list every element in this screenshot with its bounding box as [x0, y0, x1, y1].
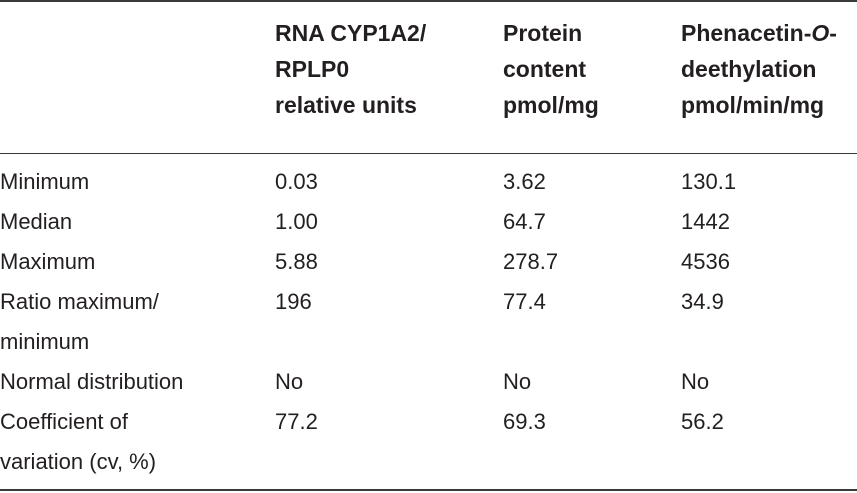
- header-text: -: [829, 20, 837, 46]
- table-cell: 69.3: [503, 409, 546, 434]
- row-label-line: minimum: [0, 329, 90, 354]
- table-row: Minimum 0.03 3.62 130.1: [0, 162, 851, 202]
- table-cell: 1442: [681, 209, 730, 234]
- row-label: Ratio maximum/minimum: [0, 282, 275, 362]
- column-header-line: deethylation: [681, 56, 817, 82]
- column-header-line: RPLP0: [275, 56, 350, 82]
- table-row: Ratio maximum/minimum 196 77.4 34.9: [0, 282, 851, 362]
- column-header-line: content: [503, 56, 587, 82]
- table-row: Median 1.00 64.7 1442: [0, 202, 851, 242]
- row-label-line: Minimum: [0, 169, 90, 194]
- table-cell: No: [275, 369, 304, 394]
- column-header-line: relative units: [275, 92, 417, 118]
- table-cell: 1.00: [275, 209, 318, 234]
- table-cell: 196: [275, 289, 312, 314]
- row-label-line: variation (cv, %): [0, 449, 157, 474]
- table-cell: 56.2: [681, 409, 724, 434]
- row-label: Maximum: [0, 242, 275, 282]
- column-header-rna: RNA CYP1A2/ RPLP0 relative units: [275, 15, 426, 123]
- table-top-rule: [0, 0, 857, 2]
- table-row: Coefficient of variation (cv, %) 77.2 69.3 5…: [0, 402, 851, 482]
- header-italic-text: O: [811, 20, 830, 46]
- table-cell: 3.62: [503, 169, 546, 194]
- table-cell: No: [681, 369, 710, 394]
- column-header-protein: Protein content pmol/mg: [503, 15, 599, 123]
- header-divider-rule: [0, 153, 857, 154]
- header-text: Phenacetin-: [681, 20, 812, 46]
- table-bottom-rule: [0, 489, 857, 491]
- column-header-phenacetin: Phenacetin-O- deethylation pmol/min/mg: [681, 15, 837, 123]
- table-cell: 5.88: [275, 249, 318, 274]
- column-header-line: RNA CYP1A2/: [275, 20, 427, 46]
- data-table: Minimum 0.03 3.62 130.1 Median 1.00 64.7 1442 Ma…: [0, 162, 851, 482]
- row-label: Coefficient of variation (cv, %): [0, 402, 275, 482]
- row-label: Median: [0, 202, 275, 242]
- table-cell: 77.2: [275, 409, 318, 434]
- row-label-line: Median: [0, 209, 73, 234]
- table-cell: 64.7: [503, 209, 546, 234]
- table-cell: 4536: [681, 249, 730, 274]
- row-label: Normal distribution: [0, 362, 275, 402]
- column-header-line: Phenacetin-O-: [681, 15, 837, 51]
- row-label-line: Maximum: [0, 249, 96, 274]
- table-cell: 278.7: [503, 249, 559, 274]
- column-header-line: pmol/min/mg: [681, 92, 825, 118]
- table-cell: 0.03: [275, 169, 318, 194]
- row-label-line: Normal distribution: [0, 369, 184, 394]
- column-header-line: pmol/mg: [503, 92, 599, 118]
- table-body: Minimum 0.03 3.62 130.1 Median 1.00 64.7 1442 Ma…: [0, 162, 851, 482]
- row-label: Minimum: [0, 162, 275, 202]
- table-cell: 130.1: [681, 169, 737, 194]
- table-cell: No: [503, 369, 532, 394]
- row-label-line: Ratio maximum/: [0, 289, 159, 314]
- table-cell: 77.4: [503, 289, 546, 314]
- row-label-line: Coefficient of: [0, 409, 129, 434]
- column-header-line: Protein: [503, 20, 583, 46]
- table-row: Normal distribution No No No: [0, 362, 851, 402]
- table-cell: 34.9: [681, 289, 724, 314]
- table-row: Maximum 5.88 278.7 4536: [0, 242, 851, 282]
